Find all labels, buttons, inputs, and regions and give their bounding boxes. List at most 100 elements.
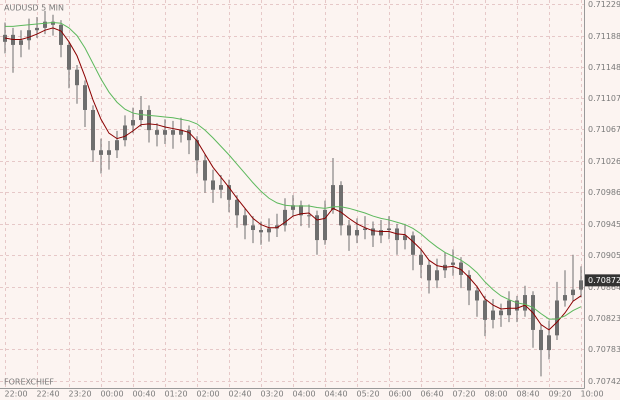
x-tick-label: 00:40 — [133, 390, 156, 399]
candle-body — [75, 69, 79, 86]
x-tick-label: 00:00 — [101, 390, 124, 399]
y-tick-label: 0.71188 — [588, 32, 620, 41]
candle-body — [579, 280, 583, 290]
candle-body — [499, 310, 503, 316]
candle-body — [403, 235, 407, 241]
candle-body — [123, 125, 127, 141]
candle-body — [467, 274, 471, 291]
candle-body — [19, 40, 23, 45]
x-tick-label: 01:20 — [165, 390, 188, 399]
candle-body — [515, 300, 519, 311]
candle-body — [347, 225, 351, 236]
candle-body — [67, 44, 71, 70]
candle-body — [547, 335, 551, 351]
y-tick-label: 0.70986 — [588, 188, 620, 197]
candle-body — [267, 228, 271, 233]
y-tick-label: 0.70905 — [588, 251, 620, 260]
x-tick-label: 04:40 — [325, 390, 348, 399]
candle-body — [219, 185, 223, 190]
candle-body — [155, 130, 159, 135]
x-tick-label: 03:20 — [261, 390, 284, 399]
candle-body — [307, 215, 311, 217]
candle-body — [475, 290, 479, 301]
candle-body — [299, 205, 303, 216]
candle-body — [483, 300, 487, 320]
candle-body — [411, 235, 415, 255]
candle-body — [539, 329, 543, 351]
candle-body — [203, 160, 207, 181]
y-tick-label: 0.71229 — [588, 0, 620, 9]
candle-body — [419, 254, 423, 265]
x-tick-label: 05:20 — [357, 390, 380, 399]
candle-body — [491, 310, 495, 320]
candle-body — [523, 295, 527, 311]
current-price-label: 0.70872 — [588, 276, 620, 285]
x-tick-label: 07:20 — [453, 390, 476, 399]
x-tick-label: 04:00 — [293, 390, 316, 399]
candle-body — [427, 264, 431, 281]
candle-body — [91, 109, 95, 151]
candle-body — [131, 120, 135, 126]
y-tick-label: 0.71148 — [588, 63, 620, 72]
candle-body — [451, 262, 455, 265]
candle-body — [195, 140, 199, 161]
x-tick-label: 02:00 — [197, 390, 220, 399]
candle-body — [227, 185, 231, 200]
candle-body — [107, 150, 111, 155]
watermark: FOREXCHIEF — [4, 378, 54, 387]
candle-body — [51, 21, 55, 25]
candle-body — [339, 185, 343, 226]
candle-body — [179, 130, 183, 135]
y-tick-label: 0.70742 — [588, 377, 620, 386]
plot — [3, 10, 583, 377]
x-tick-label: 09:20 — [549, 390, 572, 399]
x-tick-label: 06:40 — [421, 390, 444, 399]
candle-body — [147, 109, 151, 131]
candle-body — [379, 230, 383, 236]
candle-body — [83, 85, 87, 110]
candle-body — [459, 262, 463, 275]
x-tick-label: 02:40 — [229, 390, 252, 399]
candle-body — [371, 228, 375, 236]
candle-body — [563, 295, 567, 301]
chart-title: AUDUSD 5 MIN — [4, 4, 64, 13]
candle-body — [99, 150, 103, 155]
candle-body — [323, 209, 327, 241]
candle-body — [275, 225, 279, 229]
y-tick-label: 0.70823 — [588, 314, 620, 323]
candle-body — [35, 27, 39, 31]
y-tick-label: 0.70864 — [588, 283, 620, 292]
y-tick-label: 0.70945 — [588, 220, 620, 229]
price-label-box — [585, 274, 620, 287]
candle-body — [27, 30, 31, 41]
candle-body — [355, 230, 359, 236]
candle-body — [555, 300, 559, 336]
candle-body — [435, 270, 439, 281]
candle-body — [243, 215, 247, 226]
candle-body — [315, 215, 319, 241]
x-tick-label: 22:00 — [5, 390, 28, 399]
candle-body — [331, 185, 335, 210]
candle-body — [235, 199, 239, 216]
x-tick-label: 22:40 — [37, 390, 60, 399]
candle-body — [43, 21, 47, 28]
x-tick-label: 23:20 — [69, 390, 92, 399]
candle-body — [115, 140, 119, 151]
candle-body — [187, 130, 191, 141]
candle-body — [59, 24, 63, 45]
candle-body — [251, 225, 255, 231]
axis-labels: 0.71229 0.71188 0.71148 0.71107 0.71067 0.710… — [5, 0, 620, 399]
candle-body — [387, 228, 391, 231]
x-tick-label: 08:00 — [485, 390, 508, 399]
candle-body — [283, 209, 287, 226]
y-tick-label: 0.71107 — [588, 94, 620, 103]
y-tick-label: 0.71067 — [588, 125, 620, 134]
candle-body — [163, 130, 167, 135]
candle-body — [363, 228, 367, 231]
candle-body — [291, 205, 295, 210]
x-tick-label: 06:00 — [389, 390, 412, 399]
candle-body — [259, 230, 263, 233]
candle-body — [211, 180, 215, 190]
